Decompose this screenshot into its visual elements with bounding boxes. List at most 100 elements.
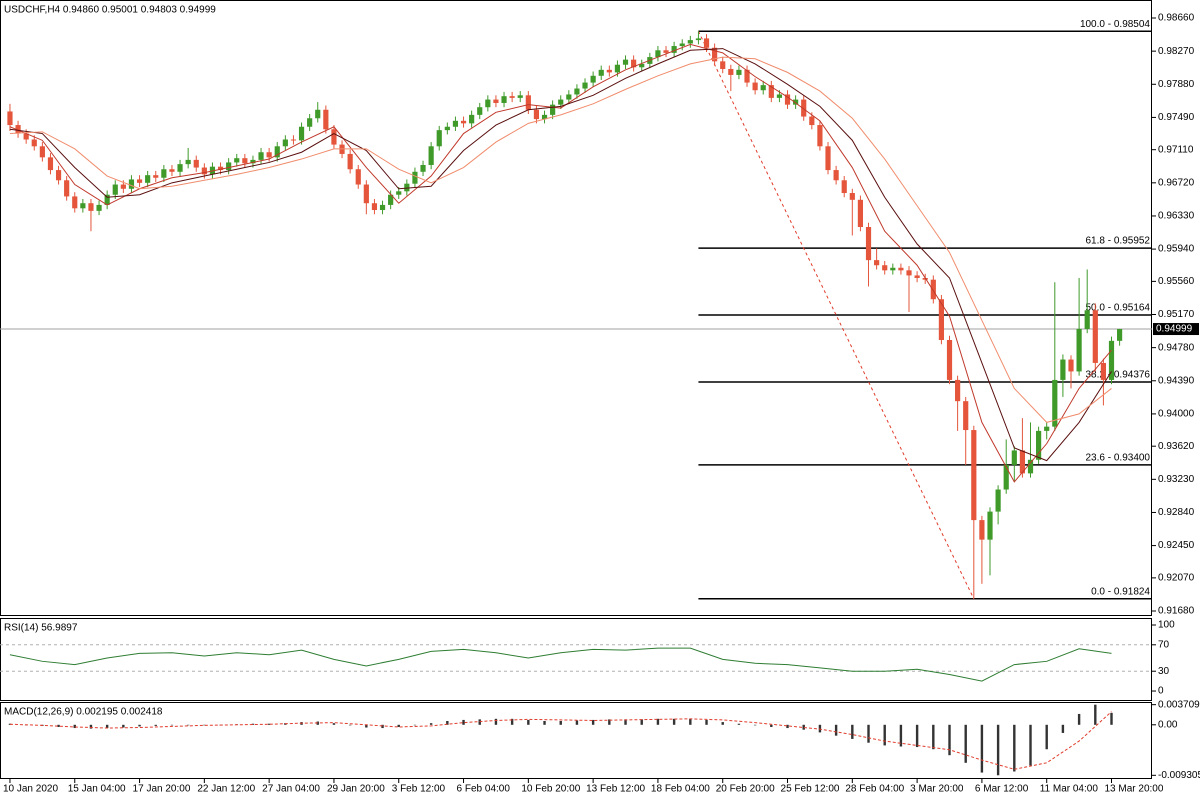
- candle-body: [971, 430, 977, 521]
- candle-body: [517, 95, 523, 98]
- candle-body: [136, 179, 143, 183]
- candle-body: [404, 183, 410, 192]
- candle-body: [509, 96, 515, 98]
- y-tick-label: 0.96330: [1158, 211, 1195, 222]
- candle-body: [963, 401, 969, 431]
- candle-body: [298, 126, 305, 141]
- candle-body: [525, 95, 531, 110]
- candle-body: [1108, 340, 1115, 380]
- candle-body: [671, 46, 677, 53]
- last-price-tag: [1153, 323, 1199, 336]
- macd-panel-frame: [0, 702, 1152, 779]
- macd-bar: [462, 719, 465, 725]
- candle-body: [817, 125, 823, 147]
- macd-bar: [867, 724, 870, 743]
- candle-body: [1092, 310, 1098, 363]
- macd-bar: [932, 724, 935, 750]
- candle-body: [1084, 310, 1090, 329]
- candle-body: [47, 157, 54, 171]
- candle-body: [226, 162, 232, 171]
- fib-label: 38.2 - 0.94376: [1086, 370, 1151, 381]
- candle-body: [760, 85, 766, 91]
- candle-body: [217, 166, 224, 171]
- candle-body: [355, 169, 361, 185]
- candle-body: [865, 227, 872, 261]
- candle-body: [1003, 464, 1009, 490]
- candle-body: [1076, 328, 1082, 372]
- macd-bar: [170, 724, 174, 726]
- title-background: [2, 621, 82, 633]
- macd-bar: [332, 723, 336, 725]
- candle-body: [1068, 359, 1074, 372]
- y-tick-label: 0.98270: [1158, 46, 1195, 57]
- candle-body: [639, 63, 645, 68]
- candle-body: [558, 99, 564, 105]
- candle-body: [736, 69, 742, 75]
- candle-body: [258, 152, 264, 160]
- fib-label: 23.6 - 0.93400: [1086, 453, 1151, 464]
- candle-body: [145, 175, 151, 183]
- macd-bar: [413, 724, 417, 726]
- candle-body: [39, 146, 45, 158]
- macd-bar: [883, 724, 886, 746]
- candle-body: [801, 99, 807, 117]
- candle-body: [1019, 450, 1025, 474]
- y-tick-label: 0.95170: [1158, 309, 1195, 320]
- y-tick-label: 0.94780: [1158, 342, 1195, 353]
- x-tick-label: 11 Mar 04:00: [1040, 784, 1099, 795]
- macd-bar: [89, 724, 93, 729]
- candle-body: [606, 69, 612, 73]
- y-tick-label: 0.97490: [1158, 112, 1195, 123]
- macd-bar: [381, 724, 384, 729]
- candle-body: [388, 194, 394, 205]
- candle-body: [979, 520, 985, 540]
- candle-body: [663, 50, 669, 53]
- x-tick-label: 3 Feb 12:00: [392, 784, 446, 795]
- candle-body: [347, 153, 353, 170]
- moving-average: [9, 56, 1112, 423]
- macd-bar: [770, 724, 773, 727]
- candle-body: [744, 69, 750, 83]
- candle-body: [501, 96, 507, 103]
- candle-body: [1052, 379, 1058, 427]
- candle-body: [930, 279, 936, 300]
- macd-bar: [494, 718, 498, 725]
- macd-bar: [397, 724, 400, 727]
- y-tick-label: 0.97110: [1158, 144, 1194, 155]
- macd-bar: [818, 724, 822, 733]
- macd-bar: [267, 723, 271, 725]
- y-tick-label: -0.009305: [1158, 770, 1200, 781]
- macd-bar: [1013, 724, 1016, 772]
- y-tick-label: 0.96720: [1158, 177, 1195, 188]
- candle-body: [234, 158, 240, 163]
- macd-bar: [851, 724, 854, 739]
- macd-bar: [656, 718, 660, 725]
- macd-bar: [1077, 713, 1081, 725]
- macd-bar: [1029, 724, 1032, 766]
- macd-bar: [122, 724, 125, 728]
- panel-title: RSI(14) 56.9897: [4, 623, 78, 634]
- candle-body: [282, 139, 288, 147]
- candle-body: [371, 203, 378, 211]
- macd-bar: [834, 724, 838, 736]
- candle-body: [784, 94, 791, 105]
- macd-bar: [559, 721, 562, 725]
- candle-body: [64, 180, 70, 197]
- moving-average: [9, 48, 1112, 462]
- y-tick-label: 0.92070: [1158, 573, 1195, 584]
- candle-body: [396, 191, 402, 195]
- candle-body: [614, 64, 621, 73]
- candle-body: [193, 159, 199, 168]
- candle-body: [833, 170, 839, 181]
- title-background: [2, 705, 167, 717]
- candle-body: [768, 85, 774, 98]
- macd-bar: [915, 724, 919, 748]
- y-tick-label: 70: [1158, 639, 1170, 650]
- candle-body: [250, 159, 256, 164]
- last-price-label: 0.94999: [1156, 324, 1193, 335]
- candle-body: [849, 193, 855, 200]
- candle-body: [7, 111, 13, 126]
- candle-body: [153, 175, 159, 178]
